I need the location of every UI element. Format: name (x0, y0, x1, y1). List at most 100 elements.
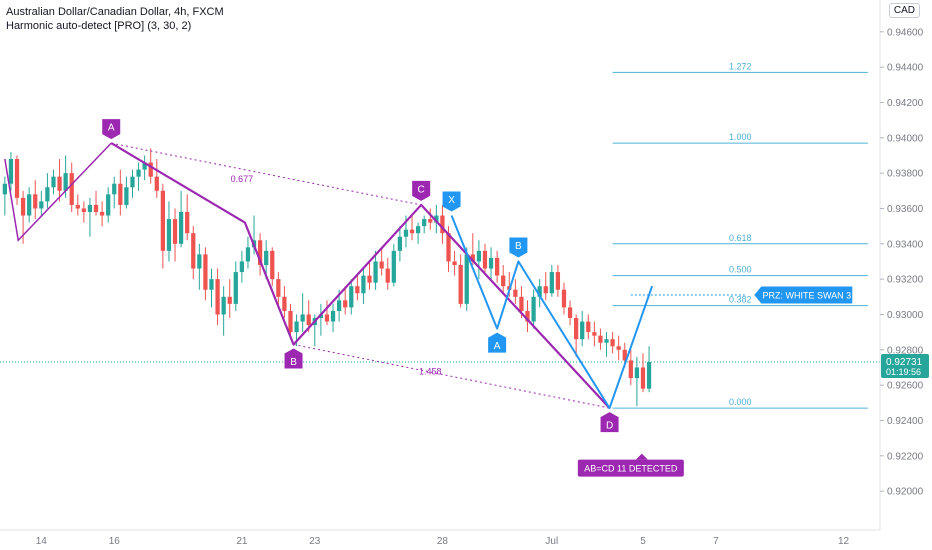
candle-body (33, 194, 38, 209)
point-label: A (108, 123, 115, 134)
candle-body (75, 204, 80, 209)
x-tick-label: 23 (309, 536, 321, 547)
candle-body (239, 261, 245, 273)
fib-level-label: 0.000 (729, 397, 752, 407)
candle-body (543, 286, 548, 294)
x-tick-label: 12 (838, 536, 850, 547)
candle-body (440, 215, 445, 234)
fib-level-label: 1.272 (729, 61, 752, 71)
candle-body (464, 254, 469, 304)
x-tick-label: 14 (36, 536, 48, 547)
abcd-pattern-line (110, 142, 611, 409)
candle-body (488, 257, 494, 269)
point-marker (600, 412, 619, 433)
candle-body (482, 250, 488, 269)
candle-body (519, 296, 524, 311)
candle-body (178, 212, 184, 244)
detected-badge (577, 459, 684, 477)
fib-levels-layer: 1.272 1.000 0.618 0.500 0.382 0.000 (612, 61, 868, 409)
candle-body (136, 169, 141, 177)
pattern-layer: 0.677 1.458 A B C D X A B PRZ: WHITE SWAN 3 AB=CD … (4, 119, 853, 477)
swan-pattern-line (450, 215, 654, 410)
point-marker (412, 180, 431, 201)
candle-body (604, 339, 609, 343)
x-tick-label: Jul (545, 536, 558, 547)
ratio-dotted-line (293, 344, 610, 409)
candle-body (355, 286, 360, 294)
candle-body (172, 219, 178, 244)
fib-level-label: 0.618 (729, 233, 752, 243)
indicator-title[interactable]: Harmonic auto-detect [PRO] (3, 30, 2) (6, 20, 192, 32)
y-tick-label: 0.92200 (887, 451, 924, 462)
candle-body (57, 176, 62, 191)
candle-body (124, 187, 129, 205)
point-marker (102, 119, 121, 140)
candle-body (324, 314, 330, 322)
candle-body (63, 173, 68, 191)
prz-badge (754, 286, 853, 304)
y-tick-label: 0.92800 (887, 345, 924, 356)
candle-body (403, 229, 409, 237)
candle-body (561, 289, 567, 308)
x-tick-label: 7 (713, 536, 719, 547)
y-tick-label: 0.94200 (887, 98, 924, 109)
candle-body (452, 261, 457, 265)
candle-body (580, 321, 585, 340)
point-marker (284, 348, 303, 369)
candle-body (185, 212, 190, 234)
price-axis-bg (880, 0, 932, 550)
candle-body (245, 247, 251, 262)
candle-body (330, 310, 336, 322)
y-tick-label: 0.93800 (887, 169, 924, 180)
candle-body (616, 346, 621, 350)
candle-body (154, 176, 159, 191)
candle-body (306, 314, 311, 326)
point-marker (509, 237, 528, 258)
candle-body (51, 176, 56, 188)
x-tick-label: 28 (437, 536, 449, 547)
x-tick-label: 5 (640, 536, 646, 547)
candle-body (336, 300, 342, 311)
y-tick-label: 0.93200 (887, 275, 924, 286)
currency-badge[interactable]: CAD (888, 3, 920, 18)
candle-body (622, 349, 627, 361)
y-tick-label: 0.94600 (887, 27, 924, 38)
candle-body (215, 279, 220, 315)
candle-body (640, 367, 646, 389)
candle-body (99, 212, 105, 216)
candle-body (197, 254, 202, 269)
candle-body (501, 275, 506, 287)
candle-body (446, 233, 451, 262)
candle-body (549, 272, 554, 294)
y-tick-label: 0.92600 (887, 381, 924, 392)
symbol-title[interactable]: Australian Dollar/Canadian Dollar, 4h, F… (6, 6, 224, 18)
candle-body (20, 197, 26, 216)
y-tick-label: 0.93400 (887, 239, 924, 250)
candle-body (537, 286, 542, 297)
countdown-label: 01:19:56 (886, 367, 921, 377)
candle-body (166, 219, 172, 251)
candle-body (14, 159, 20, 198)
candle-body (203, 254, 208, 290)
candle-body (495, 257, 500, 276)
candle-body (385, 268, 390, 283)
y-tick-label: 0.94400 (887, 63, 924, 74)
candle-body (434, 215, 439, 223)
point-marker (488, 332, 507, 353)
fib-level-label: 0.500 (729, 265, 752, 275)
candle-body (409, 229, 415, 234)
x-tick-label: 16 (109, 536, 121, 547)
candle-body (45, 187, 50, 202)
candle-body (476, 250, 482, 262)
candle-body (428, 219, 433, 223)
fib-level-label: 0.382 (729, 295, 752, 305)
candle-body (264, 250, 269, 265)
candle-body (610, 339, 615, 347)
candle-body (191, 233, 196, 269)
candle-body (27, 194, 32, 216)
candle-body (391, 250, 396, 283)
candle-body (87, 204, 93, 212)
candle-body (81, 208, 86, 212)
ratio-dotted-line (111, 142, 422, 206)
